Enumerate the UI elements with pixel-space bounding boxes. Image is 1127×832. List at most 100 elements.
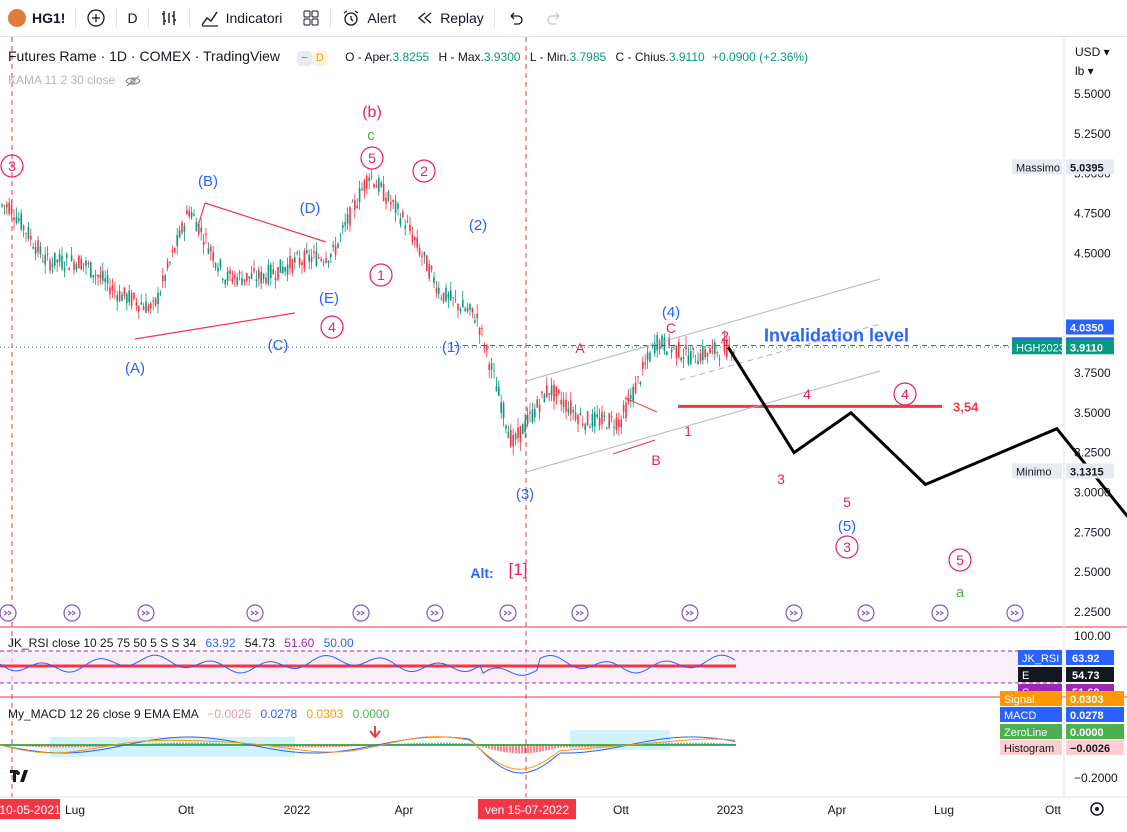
candle-body [466, 307, 469, 312]
close-value: 3.9110 [668, 50, 705, 64]
tradingview-logo[interactable] [8, 765, 36, 785]
macd-tag-label: ZeroLine [1004, 727, 1047, 739]
candle-body [682, 357, 685, 359]
candle-body [548, 393, 550, 395]
kama-legend[interactable]: KAMA 11 2 30 close [8, 73, 141, 87]
event-marker-icon [785, 604, 803, 622]
candle-body [366, 175, 368, 189]
candle-body [644, 363, 646, 365]
candle-body [606, 428, 608, 430]
candle-body [433, 276, 435, 284]
macd-tag-label-bg [1000, 691, 1062, 706]
candle-body [526, 414, 529, 425]
wave-label: B [651, 452, 660, 468]
price-tag-value-bg [1066, 463, 1114, 479]
candle-body [193, 214, 195, 216]
wave-label: (b) [362, 104, 382, 121]
candle-body [627, 397, 630, 403]
candle-body [210, 246, 212, 252]
candle-body [87, 263, 90, 265]
chart-background [0, 37, 1127, 832]
candle-body [296, 252, 298, 254]
candle-body [114, 290, 116, 292]
price-tag-label: Massimo [1016, 162, 1060, 174]
eye-hidden-icon[interactable] [124, 75, 141, 87]
candle-body [579, 412, 582, 416]
candle-body [687, 355, 690, 365]
candle-body [505, 425, 507, 429]
unit-selector[interactable]: lb ▾ [1075, 64, 1094, 78]
undo-button[interactable] [495, 0, 535, 36]
candle-body [92, 275, 94, 278]
interval-label: D [127, 10, 138, 26]
candle-body [543, 393, 546, 403]
price-tag-value-bg [1066, 319, 1114, 335]
candle-body [714, 342, 716, 354]
candle-body [51, 263, 54, 267]
candle-body [130, 293, 133, 306]
rsi-tag-label-bg [1018, 667, 1062, 682]
chart-canvas[interactable]: 5.50005.25005.00004.75004.50003.75003.50… [0, 37, 1127, 832]
candle-body [334, 245, 337, 255]
redo-button[interactable] [535, 0, 575, 36]
macd-legend[interactable]: My_MACD 12 26 close 9 EMA EMA −0.0026 0.… [8, 707, 389, 721]
candle-body [608, 413, 610, 428]
candle-body [435, 288, 438, 293]
wave-circle [412, 159, 436, 183]
event-marker-arrow [575, 610, 584, 616]
candle-body [106, 274, 109, 284]
macd-tag-label: Histogram [1004, 743, 1054, 755]
candle-body [464, 308, 466, 311]
macd-name: My_MACD 12 26 close 9 EMA EMA [8, 707, 199, 721]
rsi-legend[interactable]: JK_RSI close 10 25 75 50 5 S S 34 63.92 … [8, 636, 354, 650]
wave-label: a [956, 584, 965, 601]
candle-body [327, 260, 330, 263]
price-tick-label: 4.5000 [1074, 246, 1111, 260]
triangle-side-line [197, 202, 206, 227]
event-marker-icon [0, 604, 17, 622]
price-tick-label: 3.2500 [1074, 446, 1111, 460]
candle-body [447, 293, 450, 299]
wave-label: (4) [662, 304, 680, 321]
symbol-search[interactable]: HG1! [0, 0, 75, 36]
change-value: +0.0900 (+2.36%) [712, 50, 809, 64]
candle-body [181, 222, 183, 233]
candle-body [104, 278, 106, 283]
candle-body [318, 257, 320, 258]
settings-gear-icon[interactable] [1090, 802, 1104, 816]
candle-body [488, 363, 490, 370]
interval-button[interactable]: D [117, 0, 147, 36]
event-marker-arrow [3, 610, 12, 616]
candle-body [476, 313, 478, 319]
rsi-tag-label: JK_RSI [1022, 653, 1059, 665]
candle-body [135, 301, 138, 307]
layouts-button[interactable] [292, 0, 330, 36]
candle-body [56, 259, 58, 263]
macd-tag: MACD 0.0278 [1000, 707, 1124, 722]
candle-body [270, 264, 272, 279]
candle-body [174, 247, 176, 253]
wave-label: (1) [442, 339, 460, 356]
candle-body [541, 391, 543, 394]
candle-body [574, 412, 577, 420]
rsi-tag-value-bg [1066, 667, 1114, 682]
candle-body [363, 179, 366, 191]
candle-body [445, 287, 447, 301]
candle-body [303, 251, 306, 270]
chart-type-button[interactable] [149, 0, 189, 36]
chart-title[interactable]: Futures Rame · 1D · COMEX · TradingView [8, 48, 281, 64]
candle-body [68, 267, 70, 271]
compare-button[interactable] [76, 0, 116, 36]
macd-signal-line [0, 736, 736, 770]
alert-button[interactable]: Alert [331, 0, 406, 36]
price-tick-label: 2.2500 [1074, 605, 1111, 619]
currency-selector[interactable]: USD ▾ [1075, 45, 1110, 59]
candle-body [159, 293, 162, 295]
candle-body [567, 408, 570, 414]
candle-body [697, 360, 699, 365]
event-marker-arrow [861, 610, 870, 616]
replay-button[interactable]: Replay [406, 0, 494, 36]
candle-body [428, 264, 430, 279]
projection-path [727, 346, 1127, 519]
indicators-button[interactable]: Indicatori [190, 0, 293, 36]
